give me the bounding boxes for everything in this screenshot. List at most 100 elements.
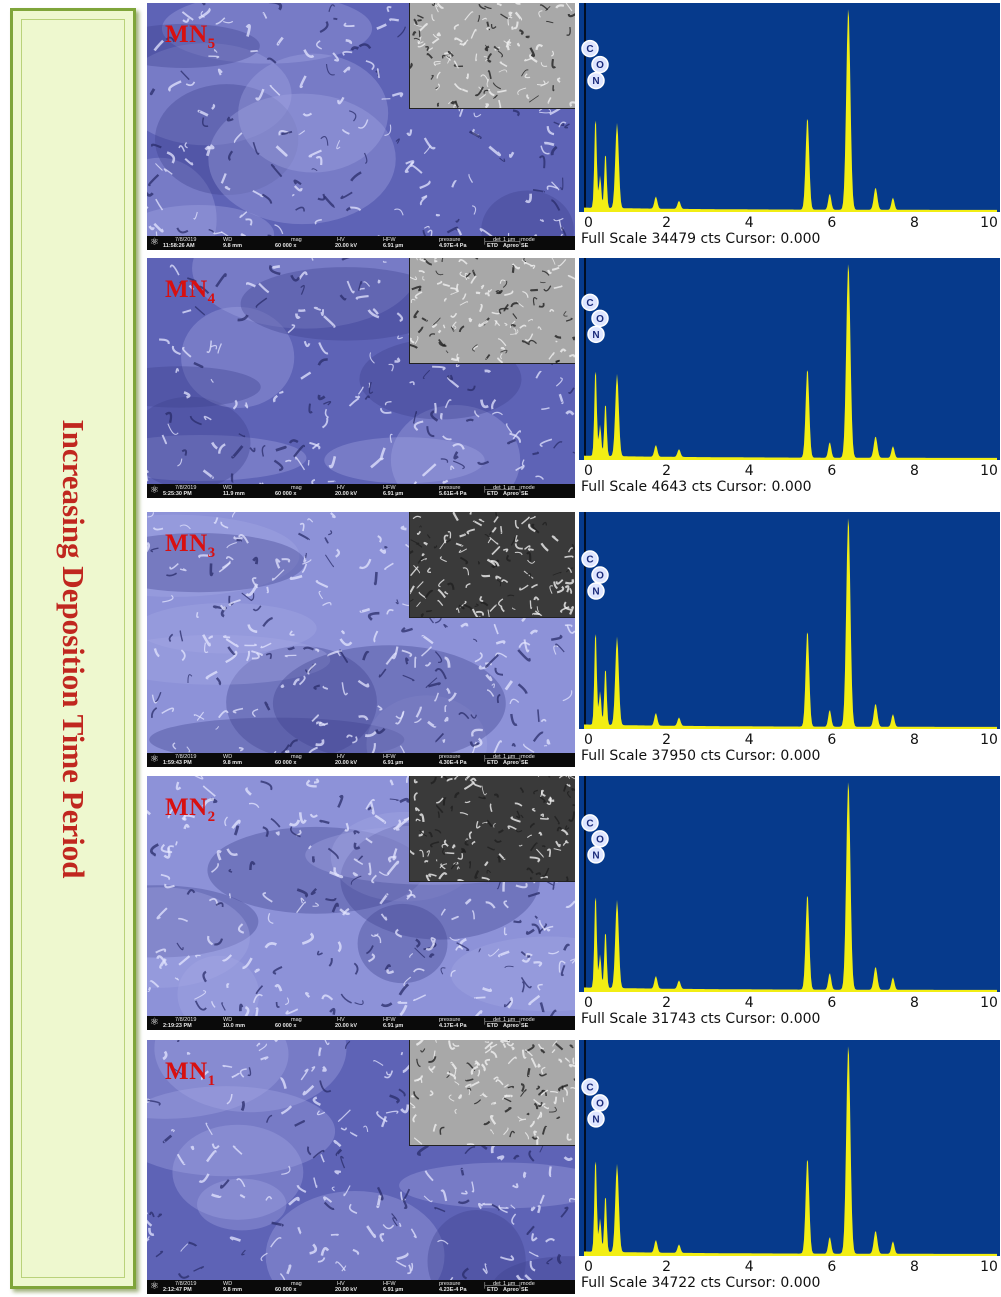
element-marker-label: N	[592, 850, 599, 861]
element-marker-label: O	[596, 314, 604, 325]
sample-label-text: MN	[165, 276, 208, 303]
element-marker-O: O	[591, 309, 609, 328]
databar-scalebar-label: 1 µm	[503, 1281, 516, 1287]
databar-time: 2:19:23 PM	[163, 1023, 192, 1029]
edx-tick-label: 8	[910, 995, 919, 1011]
databar-brand: Apreo	[503, 760, 519, 766]
databar-value-pressure: 4.97E-4 Pa	[439, 243, 467, 249]
edx-tick-label: 2	[662, 995, 671, 1011]
databar-label-wd: WD	[223, 1281, 233, 1287]
edx-tick-label: 6	[827, 1259, 836, 1275]
databar-label-pressure: pressure	[439, 237, 461, 243]
sem-inset-texture	[410, 3, 575, 108]
databar-label-pressure: pressure	[439, 1281, 461, 1287]
sidebar-label: Increasing Deposition Time Period	[56, 419, 91, 878]
edx-tick-label: 6	[827, 732, 836, 748]
edx-tick-label: 2	[662, 732, 671, 748]
sample-label-text: MN	[165, 1058, 208, 1085]
scalebar-icon: ├────────┤	[483, 1283, 522, 1289]
edx-tick-label: 6	[827, 995, 836, 1011]
edx-plot: CON 0 2 4 6 8 10 Full Scale 34722 cts Cursor: 0…	[578, 1040, 1001, 1294]
databar-value-mag: 60 000 x	[275, 1023, 297, 1029]
databar-value-wd: 11.9 mm	[223, 491, 245, 497]
edx-tick-label: 6	[827, 463, 836, 479]
databar-value-hfw: 6.91 µm	[383, 243, 404, 249]
sem-image: MN2 ⚛ 7/8/2019 2:19:23 PM WD mag HV HFW pressure…	[147, 776, 575, 1030]
databar-value-hv: 20.00 kV	[335, 1023, 358, 1029]
sem-databar: ⚛ 7/8/2019 5:25:30 PM WD mag HV HFW pressure det…	[147, 484, 575, 498]
edx-tick-label: 4	[745, 463, 754, 479]
sem-inset	[409, 512, 575, 618]
edx-plot-area	[579, 258, 1000, 460]
edx-tick-label: 8	[910, 732, 919, 748]
sem-image: MN5 ⚛ 7/8/2019 11:58:26 AM WD mag HV HFW pressur…	[147, 3, 575, 250]
databar-label-mode: mode	[521, 485, 535, 491]
element-marker-C: C	[581, 39, 599, 58]
sem-inset-texture	[410, 512, 575, 617]
edx-tick-label: 6	[827, 215, 836, 231]
element-marker-C: C	[581, 550, 599, 568]
sample-label-text: MN	[165, 794, 208, 821]
edx-spectrum: C O N 0 2 4 6 8 10 Full Scale 31743 cts Cursor: 0…	[578, 776, 1001, 1030]
edx-tick-label: 8	[910, 1259, 919, 1275]
databar-label-mode: mode	[521, 1281, 535, 1287]
figure-row: MN5 ⚛ 7/8/2019 11:58:26 AM WD mag HV HFW pressur…	[147, 3, 1001, 250]
figure-row: MN3 ⚛ 7/8/2019 1:59:43 PM WD mag HV HFW pressure…	[147, 512, 1001, 767]
databar-brand: Apreo	[503, 1023, 519, 1029]
databar-date: 7/8/2019	[175, 1017, 197, 1023]
databar-time: 11:58:26 AM	[163, 243, 195, 249]
sem-inset-texture	[410, 258, 575, 363]
element-marker-C: C	[581, 1078, 599, 1096]
databar-value-hfw: 6.91 µm	[383, 491, 404, 497]
edx-tick-label: 4	[745, 1259, 754, 1275]
element-marker-N: N	[587, 325, 605, 344]
databar-value-det: ETD	[487, 243, 498, 249]
databar-label-hfw: HFW	[383, 1017, 396, 1023]
databar-label-wd: WD	[223, 485, 233, 491]
sem-inset-texture	[410, 1040, 575, 1145]
sample-label-text: MN	[165, 21, 208, 48]
databar-brand: Apreo	[503, 1287, 519, 1293]
databar-value-pressure: 4.30E-4 Pa	[439, 760, 467, 766]
databar-brand: Apreo	[503, 491, 519, 497]
sem-image: MN3 ⚛ 7/8/2019 1:59:43 PM WD mag HV HFW pressure…	[147, 512, 575, 767]
edx-tick-label: 10	[980, 995, 998, 1011]
databar-label-hv: HV	[337, 1281, 345, 1287]
databar-label-wd: WD	[223, 1017, 233, 1023]
databar-value-mode: SE	[521, 760, 529, 766]
element-marker-O: O	[591, 1094, 609, 1112]
databar-label-hv: HV	[337, 237, 345, 243]
databar-value-mode: SE	[521, 491, 529, 497]
edx-tick-label: 4	[745, 215, 754, 231]
scalebar-icon: ├────────┤	[483, 1019, 522, 1025]
atom-logo-icon: ⚛	[150, 485, 159, 496]
databar-label-mag: mag	[291, 237, 302, 243]
edx-tick-label: 0	[584, 732, 593, 748]
databar-date: 7/8/2019	[175, 485, 197, 491]
databar-value-hv: 20.00 kV	[335, 760, 358, 766]
databar-label-hfw: HFW	[383, 1281, 396, 1287]
edx-full-scale-readout: Full Scale 34722 cts Cursor: 0.000	[581, 1275, 820, 1291]
sem-inset	[409, 776, 575, 882]
figure-row: MN4 ⚛ 7/8/2019 5:25:30 PM WD mag HV HFW pressure…	[147, 258, 1001, 498]
databar-value-pressure: 4.17E-4 Pa	[439, 1023, 467, 1029]
edx-tick-label: 0	[584, 995, 593, 1011]
element-marker-label: C	[586, 1082, 593, 1093]
databar-value-wd: 9.8 mm	[223, 760, 242, 766]
databar-value-det: ETD	[487, 1023, 498, 1029]
sample-label: MN4	[165, 276, 216, 308]
edx-tick-label: 10	[980, 463, 998, 479]
edx-plot: CON 0 2 4 6 8 10 Full Scale 34479 cts Cursor: 0…	[578, 3, 1001, 250]
databar-label-det: det	[493, 237, 501, 243]
databar-value-mode: SE	[521, 1287, 529, 1293]
element-marker-label: C	[586, 818, 593, 829]
databar-value-hv: 20.00 kV	[335, 243, 358, 249]
databar-time: 5:25:30 PM	[163, 491, 192, 497]
edx-tick-label: 8	[910, 215, 919, 231]
databar-value-hv: 20.00 kV	[335, 1287, 358, 1293]
databar-label-wd: WD	[223, 754, 233, 760]
databar-value-hfw: 6.91 µm	[383, 1023, 404, 1029]
sample-label-subscript: 1	[207, 1073, 216, 1089]
edx-full-scale-readout: Full Scale 31743 cts Cursor: 0.000	[581, 1011, 820, 1027]
databar-label-hfw: HFW	[383, 754, 396, 760]
